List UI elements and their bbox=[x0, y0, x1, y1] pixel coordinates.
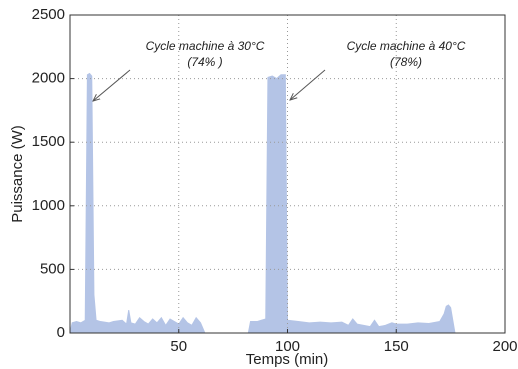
x-tick-label: 150 bbox=[384, 338, 409, 355]
y-axis-label: Puissance (W) bbox=[9, 125, 26, 223]
y-tick-label: 2000 bbox=[32, 70, 65, 87]
y-tick-label: 500 bbox=[40, 260, 65, 277]
y-tick-label: 1500 bbox=[32, 133, 65, 150]
area bbox=[69, 72, 456, 334]
y-tick-label: 2500 bbox=[32, 6, 65, 23]
plot-frame bbox=[69, 14, 506, 334]
annotation-arrow bbox=[290, 69, 326, 100]
x-tick-label: 50 bbox=[170, 338, 187, 355]
y-tick-label: 1000 bbox=[32, 197, 65, 214]
annotation: Cycle machine à 40°C bbox=[347, 39, 466, 53]
annotation: (74% ) bbox=[187, 55, 222, 69]
y-tick-label: 0 bbox=[57, 324, 65, 341]
annotation: Cycle machine à 30°C bbox=[146, 39, 265, 53]
x-axis-label: Temps (min) bbox=[246, 351, 329, 368]
x-tick-label: 200 bbox=[492, 338, 517, 355]
annotation: (78%) bbox=[390, 55, 422, 69]
annotation-arrow bbox=[93, 69, 131, 101]
x-tick-label: 100 bbox=[275, 338, 300, 355]
